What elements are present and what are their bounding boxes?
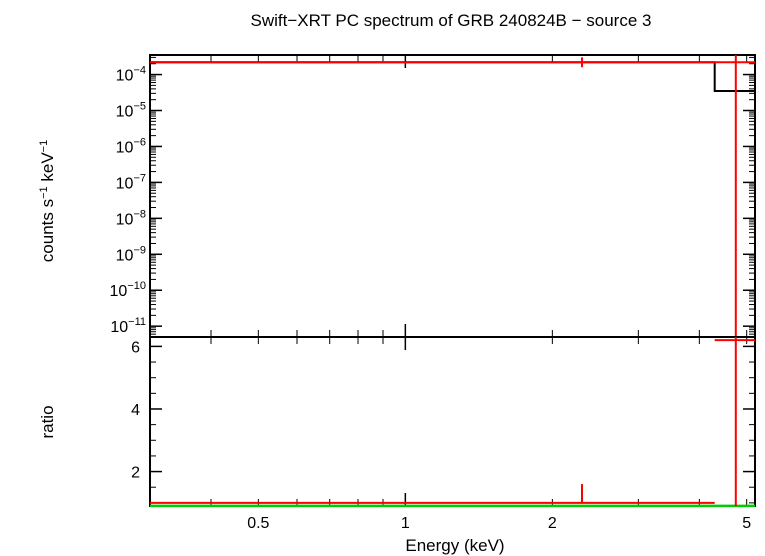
y-tick-label: 10−9 bbox=[116, 244, 146, 264]
spectrum-frame bbox=[149, 54, 756, 338]
x-axis-label: Energy (keV) bbox=[405, 536, 504, 555]
y-tick-label: 10−5 bbox=[116, 101, 146, 121]
y-tick-label: 10−7 bbox=[116, 172, 146, 192]
y-tick-label: 10−11 bbox=[110, 316, 146, 336]
y-axis-label-ratio: ratio bbox=[38, 405, 57, 438]
y-tick-label: 10−10 bbox=[110, 280, 146, 300]
ratio-y-tick-label: 6 bbox=[131, 339, 140, 356]
spectrum-panel: 10−4 10−5 10−6 10−7 10−8 10−9 10−10 10−11 bbox=[110, 54, 756, 338]
y-tick-label: 10−4 bbox=[116, 65, 146, 85]
y-axis-label-spectrum: counts s−1 keV−1 bbox=[38, 140, 57, 262]
model-step-line bbox=[150, 61, 755, 92]
ratio-y-tick-label: 2 bbox=[131, 465, 140, 482]
x-tick-label: 2 bbox=[548, 515, 557, 532]
ratio-panel: 2 4 6 0.5 1 2 5 bbox=[131, 336, 756, 532]
y-tick-label: 10−8 bbox=[116, 208, 146, 228]
x-tick-label: 5 bbox=[742, 515, 751, 532]
x-tick-label: 1 bbox=[401, 515, 410, 532]
ratio-frame bbox=[149, 336, 756, 507]
y-tick-label: 10−6 bbox=[116, 136, 146, 156]
x-tick-label: 0.5 bbox=[247, 515, 269, 532]
ratio-y-tick-label: 4 bbox=[131, 402, 140, 419]
chart-title: Swift−XRT PC spectrum of GRB 240824B − s… bbox=[251, 11, 652, 30]
